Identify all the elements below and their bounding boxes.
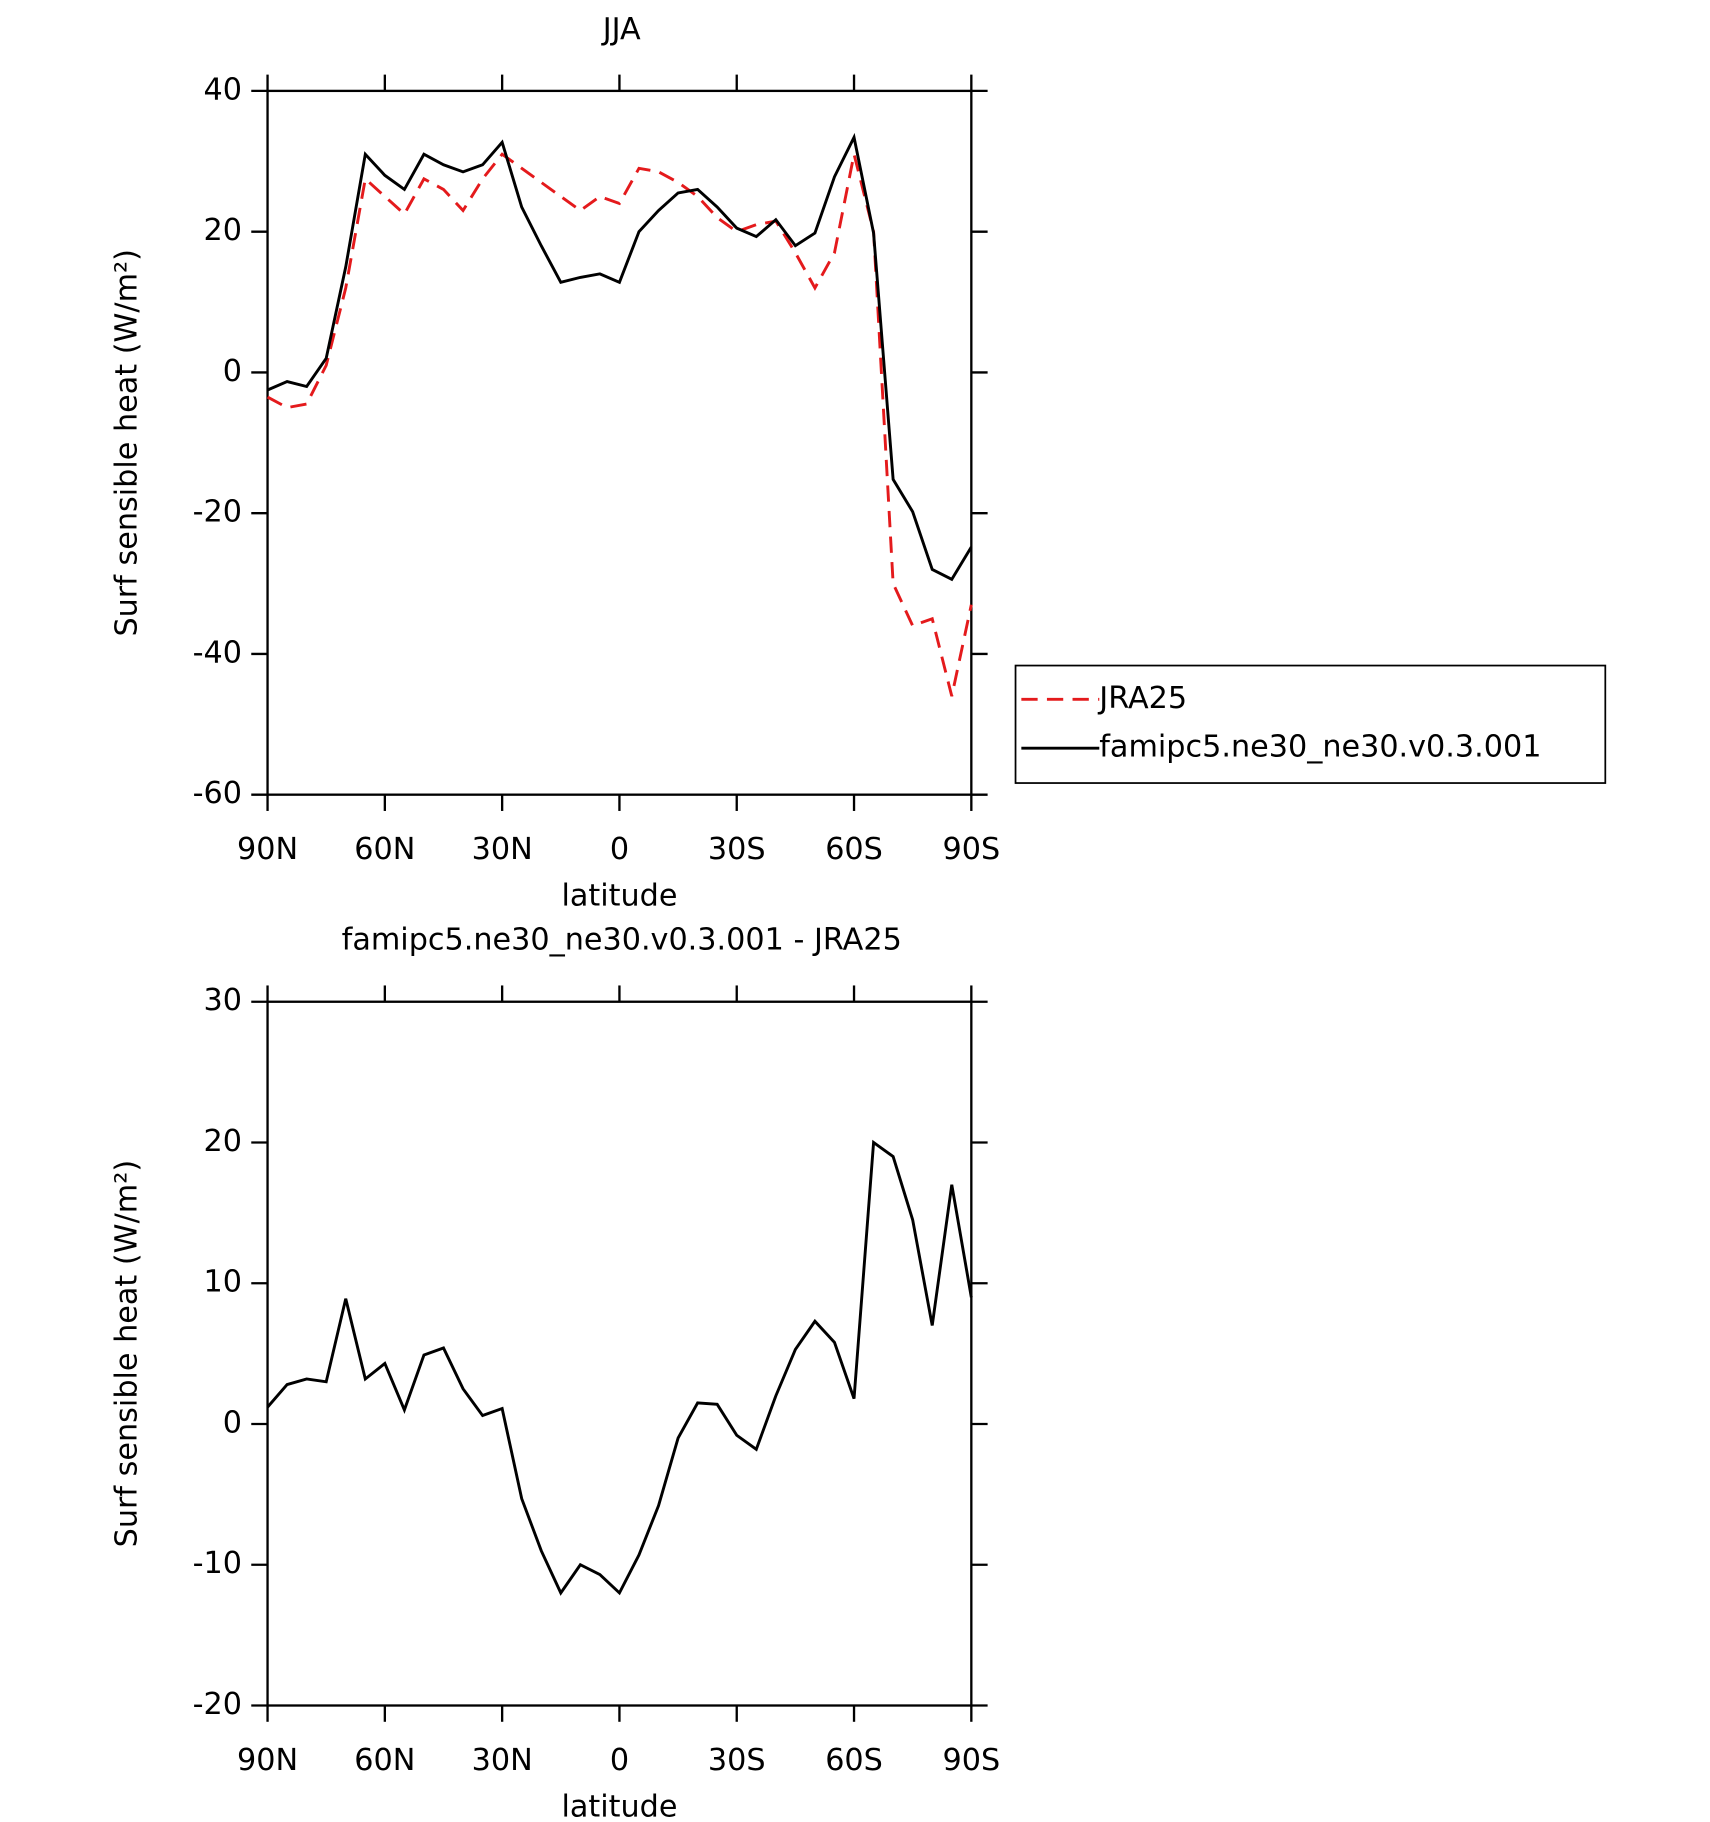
y-tick-label: 20 (203, 1124, 241, 1159)
x-tick-label: 0 (610, 1743, 629, 1778)
x-tick-label: 60N (354, 832, 415, 867)
x-tick-label: 0 (610, 832, 629, 867)
x-tick-label: 30N (472, 832, 533, 867)
x-axis-label: latitude (561, 1789, 677, 1822)
x-axis-label: latitude (561, 879, 677, 914)
y-tick-label: 0 (223, 1406, 242, 1441)
y-tick-label: -40 (193, 635, 242, 670)
y-tick-label: 40 (203, 72, 241, 107)
data-line (266, 1139, 973, 1596)
x-tick-label: 90S (942, 832, 1000, 867)
legend-label: famipc5.ne30_ne30.v0.3.001 (1099, 730, 1541, 765)
x-tick-label: 60N (354, 1743, 415, 1778)
data-line (266, 152, 973, 697)
legend-label: JRA25 (1097, 681, 1187, 716)
data-line (266, 132, 973, 582)
x-tick-label: 60S (825, 832, 883, 867)
y-tick-label: -60 (193, 776, 242, 811)
x-tick-label: 90N (237, 832, 298, 867)
x-tick-label: 90S (942, 1743, 1000, 1778)
plot-frame (266, 89, 973, 796)
y-tick-label: 10 (203, 1265, 241, 1300)
x-tick-label: 60S (825, 1743, 883, 1778)
y-tick-label: 20 (203, 213, 241, 248)
x-tick-label: 30N (472, 1743, 533, 1778)
y-tick-label: 30 (203, 983, 241, 1018)
y-axis-label: Surf sensible heat (W/m²) (109, 1160, 144, 1548)
plot-frame (266, 1000, 973, 1707)
x-tick-label: 90N (237, 1743, 298, 1778)
chart-title: famipc5.ne30_ne30.v0.3.001 - JRA25 (342, 923, 902, 958)
legend-box (1014, 664, 1607, 784)
x-tick-label: 30S (708, 1743, 766, 1778)
y-tick-label: -20 (193, 1687, 242, 1722)
y-tick-label: 0 (223, 354, 242, 389)
x-tick-label: 30S (708, 832, 766, 867)
y-tick-label: -10 (193, 1546, 242, 1581)
y-tick-label: -20 (193, 495, 242, 530)
chart-title: JJA (601, 12, 641, 47)
y-axis-label: Surf sensible heat (W/m²) (109, 249, 144, 637)
